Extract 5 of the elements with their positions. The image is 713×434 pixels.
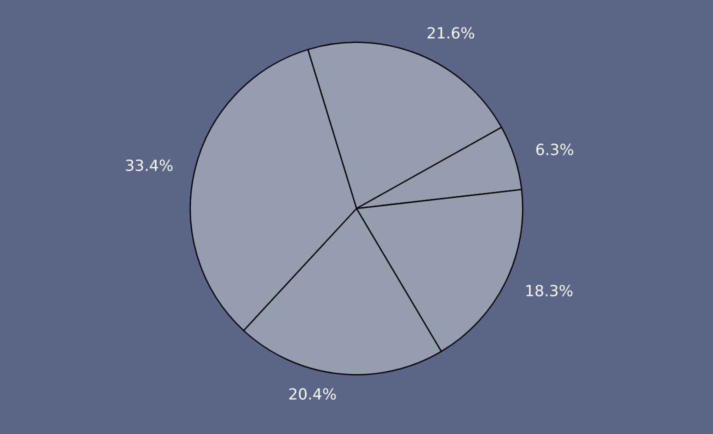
data-label: 18.3% [526, 284, 572, 296]
data-label: 33.4% [126, 160, 173, 172]
data-label: 6.3% [536, 144, 574, 156]
data-label: 20.4% [289, 388, 336, 400]
data-label: 21.6% [428, 27, 474, 39]
